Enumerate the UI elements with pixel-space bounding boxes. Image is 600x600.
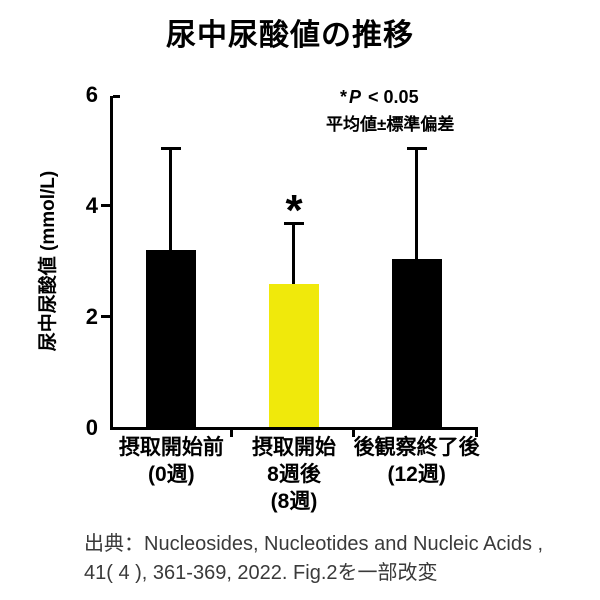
x-category-label-line: 後観察終了後: [353, 436, 480, 459]
x-category-label: 摂取開始 8週後 (8週): [219, 434, 369, 515]
error-bar-cap: [406, 146, 427, 150]
x-category-label: 摂取開始前 (0週): [96, 434, 246, 488]
error-bar-cap: [284, 221, 304, 225]
significance-p: P: [349, 87, 362, 107]
error-bar-line: [414, 147, 418, 259]
y-tick-mark: [101, 204, 110, 207]
x-category-label-line: 摂取開始前: [118, 436, 224, 459]
significance-note: * P < 0.05: [340, 87, 419, 108]
error-bar-cap: [161, 146, 182, 150]
x-category-label: 後観察終了後 (12週): [342, 434, 492, 488]
x-category-label-line: (0週): [147, 463, 195, 486]
plot-axes-frame: [110, 96, 478, 430]
bar: [146, 250, 197, 427]
x-category-label-line: 摂取開始: [252, 436, 336, 459]
x-tick-mark: [229, 430, 233, 437]
bar: [269, 283, 319, 427]
mean-sd-note: 平均値±標準偏差: [326, 115, 455, 134]
y-tick-label: 2: [85, 304, 98, 329]
y-tick-label: 6: [85, 82, 98, 107]
significance-star-marker: *: [285, 185, 303, 235]
x-tick-mark: [475, 430, 478, 437]
source-citation-line2: 41( 4 ), 361-369, 2022. Fig.2を一部改変: [84, 562, 438, 584]
x-category-label-line: (8週): [270, 490, 318, 513]
chart-title: 尿中尿酸値の推移: [166, 19, 414, 52]
source-citation-line1: 出典：Nucleosides, Nucleotides and Nucleic …: [84, 533, 544, 555]
y-axis-title: 尿中尿酸値 (mmol/L): [38, 170, 59, 352]
significance-threshold: < 0.05: [363, 87, 419, 107]
error-bar-line: [169, 147, 173, 251]
y-tick-label: 0: [85, 415, 98, 440]
bar: [391, 258, 442, 427]
source-citation: 出典：Nucleosides, Nucleotides and Nucleic …: [84, 530, 574, 588]
significance-star: *: [340, 87, 348, 107]
x-tick-mark: [352, 430, 356, 437]
error-bar-line: [292, 222, 295, 284]
y-tick-label: 4: [85, 193, 98, 218]
x-category-label-line: 8週後: [267, 463, 321, 486]
y-tick-mark: [113, 95, 120, 98]
y-tick-mark: [101, 315, 110, 318]
x-category-label-line: (12週): [387, 463, 446, 486]
